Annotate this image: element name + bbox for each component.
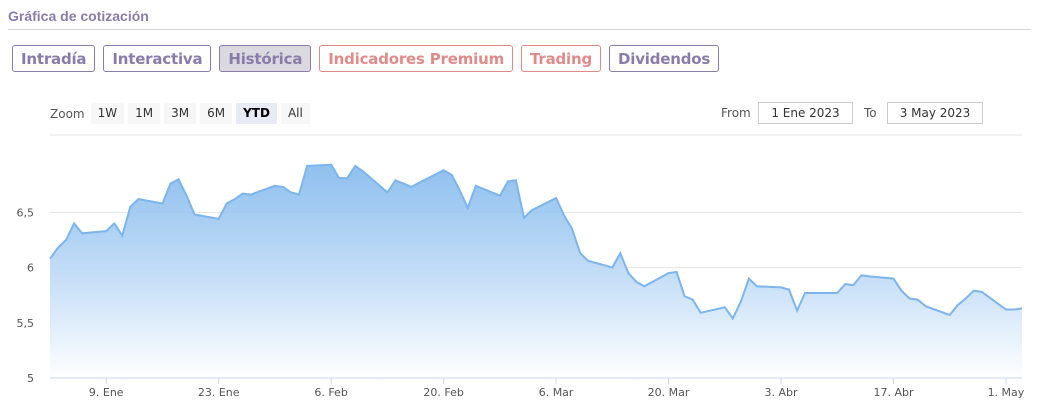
y-tick-label: 6 [27, 262, 34, 275]
x-tick-label: 9. Ene [89, 386, 124, 399]
zoom-all-button[interactable]: All [280, 103, 310, 124]
y-tick-label: 5,5 [17, 317, 35, 330]
from-label: From [721, 106, 751, 120]
zoom-label: Zoom [50, 106, 85, 121]
tab-historica[interactable]: Histórica [219, 45, 312, 72]
x-tick-label: 3. Abr [764, 386, 797, 399]
chart-tabs: Intradía Interactiva Histórica Indicador… [12, 45, 720, 72]
to-label: To [864, 106, 877, 120]
zoom-1m-button[interactable]: 1M [128, 103, 161, 124]
tab-trading[interactable]: Trading [521, 45, 602, 72]
y-tick-label: 5 [27, 372, 34, 385]
zoom-6m-button[interactable]: 6M [200, 103, 233, 124]
section-title: Gráfica de cotización [8, 8, 149, 24]
x-tick-label: 6. Feb [314, 386, 347, 399]
tab-intradia[interactable]: Intradía [12, 45, 96, 72]
y-tick-label: 6,5 [17, 206, 35, 219]
x-tick-label: 17. Abr [873, 386, 913, 399]
zoom-1w-button[interactable]: 1W [90, 103, 125, 124]
to-date-input[interactable]: 3 May 2023 [887, 102, 983, 124]
zoom-selector: Zoom 1W 1M 3M 6M YTD All [50, 103, 310, 124]
price-line [49, 163, 1023, 321]
tab-indicadores-premium[interactable]: Indicadores Premium [319, 45, 514, 72]
x-tick-label: 1. May [988, 386, 1025, 399]
tab-interactiva[interactable]: Interactiva [103, 45, 212, 72]
x-tick-label: 20. Mar [648, 386, 690, 399]
x-tick-label: 6. Mar [539, 386, 574, 399]
zoom-3m-button[interactable]: 3M [164, 103, 197, 124]
x-tick-label: 20. Feb [423, 386, 463, 399]
x-tick-label: 23. Ene [198, 386, 240, 399]
price-area-fill [50, 164, 1022, 378]
tab-dividendos[interactable]: Dividendos [609, 45, 720, 72]
title-divider [8, 29, 1031, 30]
zoom-ytd-button[interactable]: YTD [236, 103, 277, 124]
from-date-input[interactable]: 1 Ene 2023 [758, 102, 853, 124]
